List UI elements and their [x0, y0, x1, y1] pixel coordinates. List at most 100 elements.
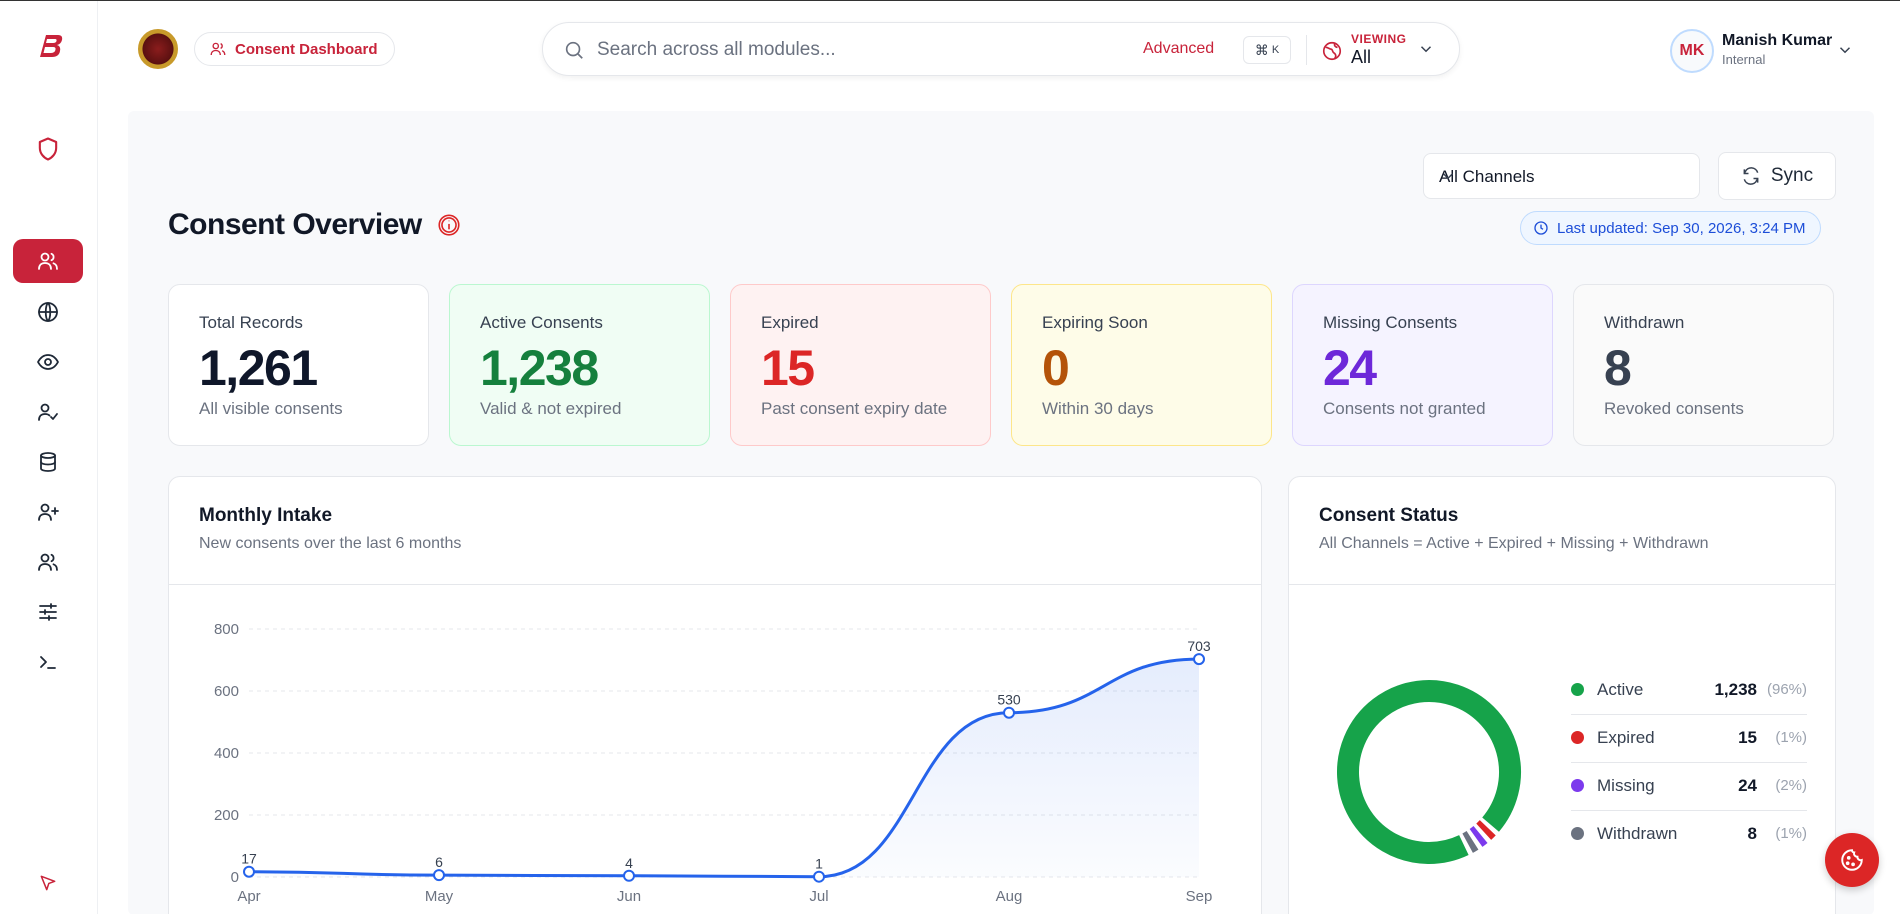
nav-terminal[interactable] [13, 640, 83, 684]
y-tick-label: 400 [214, 745, 239, 762]
data-point [1193, 653, 1205, 666]
sync-button[interactable]: Sync [1718, 152, 1836, 200]
legend-name: Expired [1597, 728, 1655, 747]
x-tick-label: Sep [1186, 888, 1213, 905]
stat-value: 1,238 [480, 340, 599, 396]
sidebar [0, 1, 98, 914]
panel-title: Consent Status [1319, 505, 1459, 526]
shield-icon [38, 137, 58, 161]
stat-label: Expiring Soon [1042, 313, 1148, 332]
nav-users-group[interactable] [13, 540, 83, 584]
donut-slice-active [1337, 680, 1521, 864]
stat-value: 24 [1323, 340, 1377, 396]
legend-swatch [1571, 731, 1584, 744]
donut-slice-withdrawn [1462, 830, 1479, 853]
legend-value: 15 [1738, 728, 1757, 747]
series-area [249, 659, 1199, 877]
nav-globe[interactable] [13, 290, 83, 334]
nav-user-check[interactable] [13, 390, 83, 434]
database-icon [40, 452, 56, 472]
x-tick-label: Jun [617, 888, 641, 905]
consent-status-donut [1337, 680, 1521, 864]
nav-cursor[interactable] [13, 861, 83, 905]
stat-card-withdrawn[interactable]: Withdrawn 8 Revoked consents [1573, 284, 1834, 446]
stat-subtext: Revoked consents [1604, 399, 1744, 418]
stat-subtext: Consents not granted [1323, 399, 1486, 418]
users-group-icon [38, 553, 58, 571]
user-check-icon [38, 403, 58, 421]
stat-card-active[interactable]: Active Consents 1,238 Valid & not expire… [449, 284, 710, 446]
chevron-down-icon[interactable] [1836, 41, 1854, 59]
nav-user-plus[interactable] [13, 490, 83, 534]
user-role: Internal [1722, 52, 1766, 67]
user-name[interactable]: Manish Kumar [1722, 32, 1833, 49]
series-line [248, 657, 1200, 879]
nav-visibility[interactable] [13, 340, 83, 384]
channel-select-value: All Channels [1439, 167, 1535, 186]
stat-label: Missing Consents [1323, 313, 1458, 332]
donut-slice-expired [1476, 820, 1496, 840]
legend-item[interactable]: Withdrawn 8 (1%) [1571, 811, 1807, 859]
data-point [243, 865, 255, 878]
search-icon [563, 39, 585, 61]
stat-card-total[interactable]: Total Records 1,261 All visible consents [168, 284, 429, 446]
terminal-icon [40, 656, 56, 669]
sync-label: Sync [1770, 165, 1814, 186]
viewing-label: VIEWING [1351, 32, 1407, 46]
stat-value: 1,261 [199, 340, 318, 396]
legend-percent: (2%) [1775, 777, 1807, 794]
breadcrumb[interactable]: Consent Dashboard [194, 32, 395, 66]
globe-icon [1321, 40, 1343, 62]
viewing-scope-select[interactable]: All [1351, 47, 1372, 67]
nav-shield[interactable] [13, 127, 83, 171]
stat-subtext: Within 30 days [1042, 399, 1154, 418]
nav-consent-dashboard[interactable] [13, 239, 83, 283]
channel-select[interactable]: All Channels [1423, 153, 1700, 199]
globe-icon [38, 302, 58, 322]
org-logo [138, 29, 178, 69]
legend-value: 8 [1747, 824, 1757, 843]
panel-title: Monthly Intake [199, 505, 333, 526]
panel-divider [169, 584, 1261, 585]
x-tick-label: Apr [237, 888, 260, 905]
user-plus-icon [38, 503, 59, 521]
monthly-intake-panel: Monthly Intake New consents over the las… [168, 476, 1262, 914]
stat-label: Withdrawn [1604, 313, 1685, 332]
x-tick-label: May [425, 888, 454, 905]
legend-item[interactable]: Missing 24 (2%) [1571, 763, 1807, 811]
data-point [1003, 706, 1015, 719]
data-point [623, 869, 635, 882]
chevron-down-icon[interactable] [1417, 40, 1435, 58]
stat-subtext: Past consent expiry date [761, 399, 948, 418]
legend-item[interactable]: Expired 15 (1%) [1571, 715, 1807, 763]
cursor-icon [40, 875, 56, 891]
advanced-search-link[interactable]: Advanced [1143, 40, 1215, 57]
last-updated-badge: Last updated: Sep 30, 2026, 3:24 PM [1520, 211, 1821, 245]
stat-card-expiring-soon[interactable]: Expiring Soon 0 Within 30 days [1011, 284, 1272, 446]
legend-value: 24 [1738, 776, 1757, 795]
stat-card-missing[interactable]: Missing Consents 24 Consents not granted [1292, 284, 1553, 446]
nav-settings-sliders[interactable] [13, 590, 83, 634]
last-updated-text: Last updated: Sep 30, 2026, 3:24 PM [1557, 219, 1806, 237]
data-label: 1 [815, 856, 823, 872]
cookie-icon [1841, 849, 1863, 871]
main-content: All Channels Sync Consent Overview Last … [128, 111, 1874, 914]
info-icon[interactable] [436, 212, 462, 238]
search-input[interactable] [597, 35, 1097, 65]
nav-database[interactable] [13, 440, 83, 484]
cookie-settings-button[interactable] [1825, 833, 1879, 887]
y-tick-label: 0 [231, 869, 239, 886]
sliders-icon [39, 603, 57, 621]
shortcut-key: K [1271, 44, 1280, 56]
stat-label: Expired [761, 313, 819, 332]
search-divider [1306, 35, 1307, 65]
stat-card-expired[interactable]: Expired 15 Past consent expiry date [730, 284, 991, 446]
legend-item[interactable]: Active 1,238 (96%) [1571, 667, 1807, 715]
panel-divider [1289, 584, 1835, 585]
avatar[interactable]: MK [1670, 29, 1714, 73]
page-title: Consent Overview [168, 208, 422, 241]
data-point [433, 869, 445, 882]
data-label: 703 [1187, 638, 1211, 654]
app-logo[interactable] [32, 29, 66, 63]
x-tick-label: Aug [996, 888, 1023, 905]
